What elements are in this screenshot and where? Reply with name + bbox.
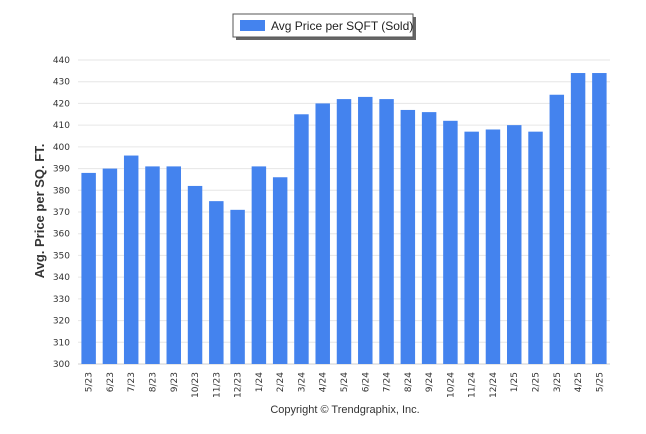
legend-box [232, 13, 414, 38]
x-tick-label: 1/24 [255, 372, 265, 392]
bar [570, 73, 586, 365]
bar [464, 131, 479, 364]
bar [251, 166, 267, 364]
bar [272, 177, 288, 364]
y-tick-label: 300 [53, 360, 70, 370]
y-tick-label: 340 [53, 273, 70, 283]
x-tick-label: 8/24 [404, 372, 414, 392]
bar [421, 112, 437, 364]
y-tick-labels: 300 310 320 330 340 350 360 370 380 390 400 410 420 4… [53, 56, 70, 370]
bar [230, 209, 245, 364]
x-tick-label: 12/23 [234, 372, 244, 398]
x-tick-label: 5/23 [85, 372, 95, 392]
x-tick-label: 9/24 [425, 372, 435, 392]
x-tick-label: 4/24 [319, 372, 329, 392]
y-axis-title: Avg. Price per SQ. FT. [32, 144, 47, 279]
y-tick-label: 370 [53, 208, 70, 218]
bar [443, 120, 458, 364]
y-tick-label: 350 [53, 251, 70, 261]
legend: Avg Price per SQFT (Sold) [232, 13, 416, 40]
y-tick-label: 440 [53, 56, 70, 66]
x-tick-label: 9/23 [170, 372, 180, 392]
x-tick-label: 11/24 [468, 372, 478, 398]
y-tick-label: 410 [53, 121, 70, 131]
bar [379, 99, 394, 364]
y-tick-label: 330 [53, 295, 70, 305]
bar [315, 103, 330, 364]
bar [102, 168, 118, 364]
bar [187, 185, 203, 364]
y-tick-label: 310 [53, 338, 70, 348]
x-tick-label: 5/24 [340, 372, 350, 392]
bar [592, 73, 607, 365]
x-tick-label: 7/24 [383, 372, 393, 392]
x-tick-label: 1/25 [510, 372, 520, 392]
bar [123, 155, 139, 364]
bar [358, 96, 373, 365]
legend-swatch [240, 20, 265, 31]
bar [400, 109, 416, 364]
y-tick-label: 320 [53, 317, 70, 327]
y-tick-label: 400 [53, 143, 70, 153]
bar [294, 114, 309, 365]
x-tick-label: 6/23 [106, 372, 116, 392]
x-tick-label: 6/24 [361, 372, 371, 392]
bar [336, 99, 352, 364]
x-tick-label: 2/25 [532, 372, 542, 392]
bar [528, 131, 543, 364]
x-tick-label: 5/25 [595, 372, 605, 392]
x-tick-labels: 5/23 6/23 7/23 8/23 9/23 10/23 11/23 12/23 1/24 2… [85, 372, 606, 398]
y-tick-label: 430 [53, 78, 70, 88]
bar [166, 166, 181, 364]
legend-label: Avg Price per SQFT (Sold) [271, 19, 413, 33]
y-tick-label: 390 [53, 165, 70, 175]
bar [507, 125, 522, 365]
copyright-text: Copyright © Trendgraphix, Inc. [270, 404, 419, 416]
x-tick-label: 10/24 [446, 372, 456, 398]
x-tick-label: 10/23 [191, 372, 201, 398]
bar [81, 172, 96, 364]
bar [485, 129, 501, 364]
bars [81, 73, 607, 365]
bar [145, 166, 160, 364]
bar [209, 201, 224, 364]
x-tick-label: 3/24 [297, 372, 307, 392]
x-tick-label: 4/25 [574, 372, 584, 392]
x-tick-label: 3/25 [553, 372, 563, 392]
x-tick-label: 11/23 [212, 372, 222, 398]
y-tick-label: 380 [53, 186, 70, 196]
x-tick-label: 2/24 [276, 372, 286, 392]
x-tick-label: 8/23 [148, 372, 158, 392]
bar [549, 94, 565, 364]
x-tick-label: 12/24 [489, 372, 499, 398]
x-tick-label: 7/23 [127, 372, 137, 392]
y-tick-label: 420 [53, 99, 70, 109]
y-tick-label: 360 [53, 230, 70, 240]
